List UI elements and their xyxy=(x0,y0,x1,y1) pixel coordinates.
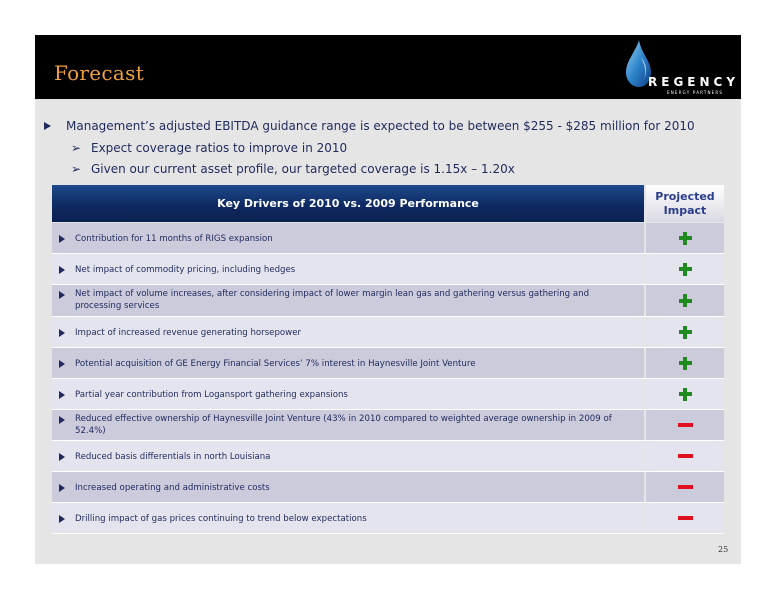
row-bullet-icon xyxy=(59,514,65,523)
sub-bullet-text: Given our current asset profile, our tar… xyxy=(91,162,515,176)
header-impact-line1: Projected xyxy=(655,189,715,203)
table-row: Potential acquisition of GE Energy Finan… xyxy=(52,348,724,379)
driver-text: Impact of increased revenue generating h… xyxy=(75,327,302,338)
table-row: Increased operating and administrative c… xyxy=(52,472,724,503)
row-bullet-icon xyxy=(59,265,65,274)
minus-icon xyxy=(677,423,693,427)
main-bullet-text: Management’s adjusted EBITDA guidance ra… xyxy=(66,119,695,133)
row-bullet-icon xyxy=(59,328,65,337)
driver-text: Increased operating and administrative c… xyxy=(75,482,270,493)
driver-cell: Impact of increased revenue generating h… xyxy=(52,317,644,347)
impact-cell xyxy=(646,441,724,471)
slide: Forecast REGENCY ENERGY PARTNERS Managem… xyxy=(35,35,741,564)
arrow-bullet-icon: ➢ xyxy=(71,162,82,176)
driver-cell: Partial year contribution from Loganspor… xyxy=(52,379,644,409)
regency-logo: REGENCY ENERGY PARTNERS xyxy=(621,39,735,95)
impact-cell xyxy=(646,503,724,533)
plus-icon xyxy=(678,387,692,401)
page-number: 25 xyxy=(718,545,729,554)
row-bullet-icon xyxy=(59,234,65,243)
table-header: Key Drivers of 2010 vs. 2009 Performance… xyxy=(52,185,724,222)
sub-bullet: ➢ Given our current asset profile, our ta… xyxy=(71,162,515,176)
impact-cell xyxy=(646,285,724,316)
row-bullet-icon xyxy=(59,359,65,368)
slide-header: Forecast REGENCY ENERGY PARTNERS xyxy=(35,35,741,99)
driver-cell: Contribution for 11 months of RIGS expan… xyxy=(52,223,644,253)
driver-cell: Reduced effective ownership of Haynesvil… xyxy=(52,410,644,440)
sub-bullet-text: Expect coverage ratios to improve in 201… xyxy=(91,141,348,155)
impact-cell xyxy=(646,223,724,253)
row-bullet-icon xyxy=(59,452,65,461)
driver-text: Net impact of commodity pricing, includi… xyxy=(75,264,296,275)
minus-icon xyxy=(677,516,693,520)
table-row: Reduced effective ownership of Haynesvil… xyxy=(52,410,724,441)
bullet-triangle-icon xyxy=(44,122,51,130)
impact-cell xyxy=(646,348,724,378)
plus-icon xyxy=(678,325,692,339)
flame-drop-icon xyxy=(626,40,651,87)
driver-text: Reduced effective ownership of Haynesvil… xyxy=(75,414,612,436)
minus-icon xyxy=(677,485,693,489)
driver-cell: Reduced basis differentials in north Lou… xyxy=(52,441,644,471)
minus-icon xyxy=(677,454,693,458)
impact-cell xyxy=(646,472,724,502)
sub-bullet: ➢ Expect coverage ratios to improve in 20… xyxy=(71,141,347,155)
plus-icon xyxy=(678,231,692,245)
driver-text: Net impact of volume increases, after co… xyxy=(75,289,590,311)
row-bullet-icon xyxy=(59,483,65,492)
impact-cell xyxy=(646,379,724,409)
impact-cell xyxy=(646,317,724,347)
driver-text: Partial year contribution from Loganspor… xyxy=(75,389,348,400)
drivers-table: Key Drivers of 2010 vs. 2009 Performance… xyxy=(52,185,724,534)
table-row: Contribution for 11 months of RIGS expan… xyxy=(52,223,724,254)
plus-icon xyxy=(678,356,692,370)
impact-cell xyxy=(646,410,724,440)
logo-subtitle: ENERGY PARTNERS xyxy=(667,90,724,95)
slide-title: Forecast xyxy=(54,61,145,85)
table-row: Net impact of volume increases, after co… xyxy=(52,285,724,317)
plus-icon xyxy=(678,294,692,307)
header-projected-impact: Projected Impact xyxy=(646,185,724,222)
driver-cell: Drilling impact of gas prices continuing… xyxy=(52,503,644,533)
impact-cell xyxy=(646,254,724,284)
table-row: Partial year contribution from Loganspor… xyxy=(52,379,724,410)
driver-cell: Potential acquisition of GE Energy Finan… xyxy=(52,348,644,378)
arrow-bullet-icon: ➢ xyxy=(71,141,82,155)
row-bullet-icon xyxy=(59,291,65,299)
table-row: Reduced basis differentials in north Lou… xyxy=(52,441,724,472)
driver-cell: Net impact of commodity pricing, includi… xyxy=(52,254,644,284)
driver-text: Reduced basis differentials in north Lou… xyxy=(75,451,271,462)
logo-brand: REGENCY xyxy=(648,75,740,89)
driver-cell: Net impact of volume increases, after co… xyxy=(52,285,644,316)
row-bullet-icon xyxy=(59,390,65,399)
driver-text: Drilling impact of gas prices continuing… xyxy=(75,513,367,524)
table-row: Drilling impact of gas prices continuing… xyxy=(52,503,724,534)
table-row: Impact of increased revenue generating h… xyxy=(52,317,724,348)
driver-cell: Increased operating and administrative c… xyxy=(52,472,644,502)
driver-text: Potential acquisition of GE Energy Finan… xyxy=(75,358,476,369)
table-row: Net impact of commodity pricing, includi… xyxy=(52,254,724,285)
header-key-drivers: Key Drivers of 2010 vs. 2009 Performance xyxy=(52,185,644,222)
plus-icon xyxy=(678,262,692,276)
header-impact-line2: Impact xyxy=(663,203,707,217)
row-bullet-icon xyxy=(59,416,65,424)
driver-text: Contribution for 11 months of RIGS expan… xyxy=(75,233,273,244)
